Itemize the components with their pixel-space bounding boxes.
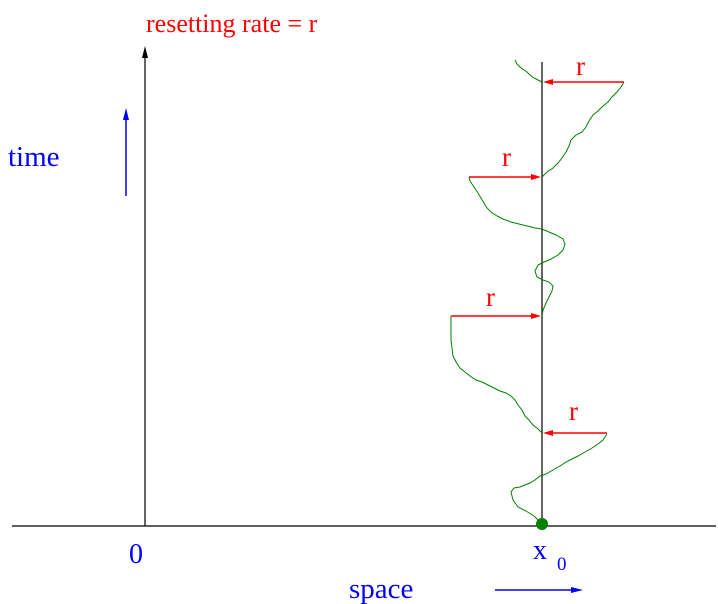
reset-arrow-4 [543,430,607,436]
reset-arrow-3 [451,313,541,319]
x0-subscript: 0 [557,554,567,575]
trajectory-segment-1 [510,433,608,525]
diagram-title: resetting rate = r [146,9,318,38]
origin-label: 0 [129,539,143,570]
trajectory-segment-2 [450,316,543,434]
trajectory [450,59,625,525]
x0-label: x [533,535,547,566]
trajectory-segment-3 [468,176,566,317]
reset-arrow-1 [543,79,624,85]
reset-rate-label-3: r [486,282,495,312]
trajectory-segment-5 [514,59,543,83]
reset-rate-label-1: r [576,51,585,81]
reset-rate-label-2: r [502,142,511,172]
space-direction-arrowhead [571,587,583,593]
time-label: time [8,141,60,173]
reset-arrow-2 [469,174,541,180]
trajectory-segment-4 [541,81,625,178]
time-axis-arrowhead [142,46,148,58]
space-label: space [349,573,413,604]
reset-rate-label-4: r [569,396,578,426]
start-point [536,518,548,530]
time-direction-arrowhead [123,108,129,120]
reset-arrows [451,79,624,436]
